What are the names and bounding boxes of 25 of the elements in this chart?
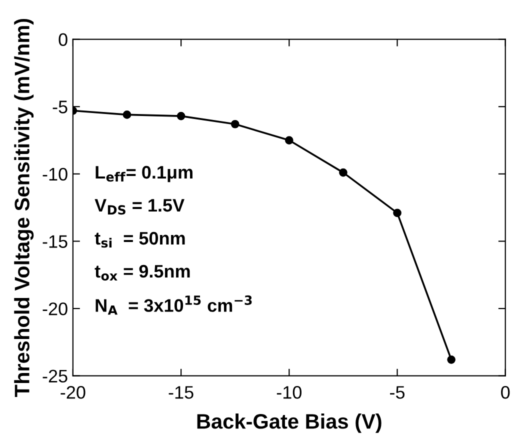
y-tick-label: -15: [42, 235, 68, 248]
point: [230, 120, 240, 128]
y-tick-label: -10: [42, 168, 68, 181]
x-tick-label: 0: [501, 386, 510, 399]
annotation: t$_{si}$ = 50nm: [94, 232, 185, 248]
x-tick-label: -5: [390, 386, 405, 399]
point: [176, 112, 186, 120]
y-tick-label: -25: [42, 370, 68, 383]
point: [284, 136, 294, 144]
x-axis-title: Back-Gate Bias (V): [197, 413, 382, 433]
point: [339, 168, 348, 177]
annotation: N$_{A}$ = 3x10$^{15}$ cm$^{−3}$: [96, 295, 252, 315]
annotation: V$_{DS}$ = 1.5V: [94, 199, 184, 215]
y-tick-label: -20: [42, 302, 68, 316]
x-tick-label: -10: [276, 386, 302, 399]
annotation: t$_{ox}$ = 9.5nm: [94, 264, 190, 281]
x-tick-label: -20: [60, 386, 86, 399]
point: [122, 110, 132, 119]
y-tick-label: -5: [52, 100, 68, 114]
annotation: L$_{eff}$= 0.1μm: [96, 166, 192, 182]
point: [393, 208, 402, 218]
x-tick-label: -15: [168, 386, 194, 399]
point: [447, 356, 456, 364]
y-axis-title: Threshold Voltage Sensitivity (mV/nm): [14, 18, 34, 397]
y-tick-label: 0: [58, 33, 68, 46]
